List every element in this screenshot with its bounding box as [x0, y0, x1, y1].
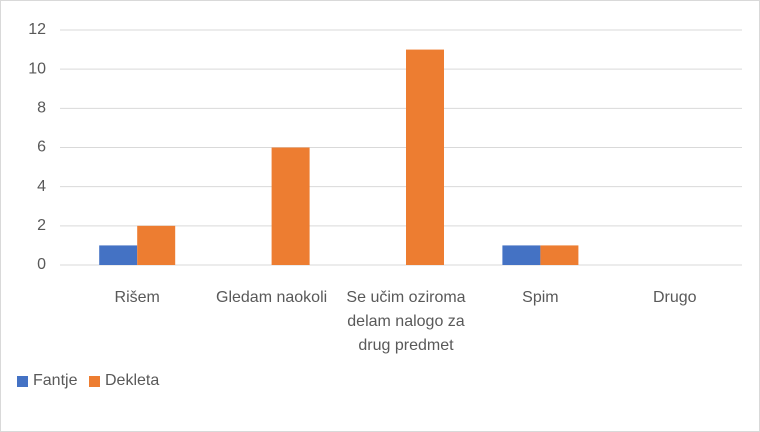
bar — [406, 49, 444, 266]
y-tick-label: 2 — [37, 217, 46, 234]
y-tick-label: 6 — [37, 139, 46, 156]
bar — [271, 147, 310, 265]
legend-swatch — [89, 375, 100, 387]
x-tick-label: Gledam naokoli — [216, 289, 328, 306]
x-tick-label: Spim — [522, 289, 559, 306]
legend-item: Dekleta — [89, 372, 159, 390]
y-tick-label: 8 — [37, 100, 46, 117]
legend-label: Dekleta — [105, 372, 160, 389]
x-tick-label: Rišem — [114, 289, 160, 306]
x-tick-label: Se učim oziroma delam nalogo za drug pre… — [346, 289, 466, 354]
bar — [540, 245, 579, 265]
y-tick-label: 0 — [37, 256, 46, 273]
bar — [137, 225, 176, 265]
y-tick-label: 4 — [37, 178, 46, 195]
x-tick-label: Drugo — [653, 289, 697, 306]
legend-label: Fantje — [33, 372, 78, 389]
y-tick-label: 10 — [28, 60, 46, 77]
bar — [99, 245, 138, 265]
legend-swatch — [17, 375, 28, 387]
legend-item: Fantje — [17, 372, 77, 390]
y-tick-label: 12 — [28, 21, 46, 38]
bar — [502, 245, 541, 265]
